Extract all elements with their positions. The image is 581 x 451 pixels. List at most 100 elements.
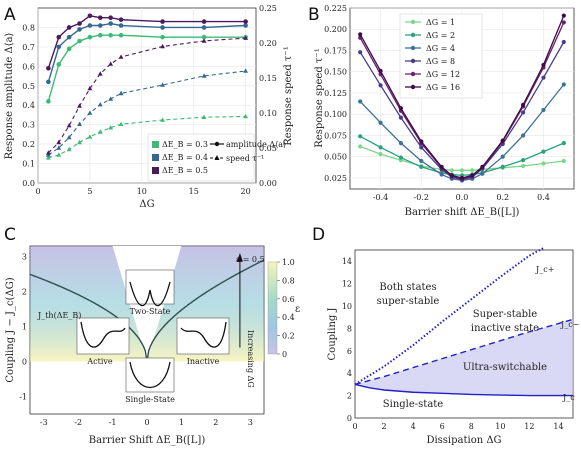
panel-c-colorbar xyxy=(267,261,278,355)
panel-d-xtick: 14 xyxy=(553,422,563,431)
panel-a-amplitude-point xyxy=(56,34,62,40)
panel-c-inset-label: Active xyxy=(86,357,113,366)
panel-a-speed-point xyxy=(56,145,62,150)
panel-d-region-label: super-stable xyxy=(377,296,440,307)
panel-a-speed-point xyxy=(56,152,62,157)
panel-b-ytick: 0.075 xyxy=(324,131,347,140)
panel-a-speed-point xyxy=(108,125,114,130)
panel-b-xlabel: Barrier shift ΔE_B([L]) xyxy=(405,207,520,218)
panel-b-series-point xyxy=(470,173,475,178)
panel-b-series-point xyxy=(541,161,546,166)
panel-b-series-point xyxy=(561,158,566,164)
panel-b-ytick: 0.100 xyxy=(324,110,347,119)
panel-c-xtick: 1 xyxy=(179,418,184,427)
panel-a-amplitude-point xyxy=(97,15,103,21)
panel-a-amplitude-point xyxy=(118,23,124,28)
panel-b-legend-marker xyxy=(410,45,416,51)
panel-c-potential-curve xyxy=(129,361,171,389)
panel-d-region-label: inactive state xyxy=(471,323,539,334)
panel-a-speed-point xyxy=(87,85,93,91)
panel-b-ytick: 0.150 xyxy=(324,68,347,77)
panel-b-series-point xyxy=(398,155,404,160)
panel-c-xtick: 0 xyxy=(144,418,149,427)
panel-d-xtick: 0 xyxy=(352,422,357,431)
panel-a-amplitude-point xyxy=(160,19,165,24)
panel-a-ytick: 0.8 xyxy=(22,23,35,32)
panel-label-d: D xyxy=(312,225,325,245)
panel-b-series-point xyxy=(561,13,566,18)
panel-b-series-point xyxy=(459,168,465,173)
panel-c-ytick: 3 xyxy=(22,253,27,262)
panel-d-curve-label: J_c xyxy=(562,393,575,402)
panel-a-amplitude-point xyxy=(87,34,93,40)
panel-b-series-point xyxy=(378,68,383,73)
panel-b-series-point xyxy=(439,172,444,177)
panel-c-ytick: 0 xyxy=(22,358,27,367)
panel-a-legend-amplitude: amplitude Δ⟨a⟩ xyxy=(226,140,286,149)
panel-a-xtick: 20 xyxy=(241,187,251,196)
panel-a-ytick: 0.5 xyxy=(22,82,35,91)
panel-b-legend-label: ΔG = 1 xyxy=(426,18,455,27)
panel-a-speed-point xyxy=(97,102,103,107)
panel-c-inset-label: Single-State xyxy=(125,395,175,404)
panel-a-amplitude-point xyxy=(66,34,72,40)
panel-a-amplitude-point xyxy=(201,25,207,30)
panel-c-arrow-label: Increasing ΔG xyxy=(246,330,255,388)
panel-b-legend-box xyxy=(399,13,483,99)
panel-b-chart: -0.4 -0.2 0.0 0.2 0.4 0.025 0.050 0.075 0.100 0.1… xyxy=(314,4,575,218)
panel-b-series-point xyxy=(419,145,424,150)
panel-c-potential-curve xyxy=(80,321,126,348)
panel-a-amplitude-point xyxy=(97,23,103,28)
panel-a-speed-point xyxy=(97,129,103,134)
panel-c-colorbar-tick: 0.2 xyxy=(282,332,295,341)
panel-b-series-point xyxy=(470,168,475,173)
panel-b-ytick: 0.225 xyxy=(324,4,347,13)
panel-b-series-point xyxy=(398,106,404,111)
panel-a-amplitude-point xyxy=(108,15,113,21)
panel-d-region-label: Ultra-switchable xyxy=(463,362,547,373)
panel-a-amplitude-point xyxy=(118,17,124,22)
panel-b-series-point xyxy=(358,99,363,104)
panel-b-ylabel: Response speed τ⁻¹ xyxy=(314,48,325,147)
panel-c-xtick: 2 xyxy=(213,418,218,427)
panel-b-legend-marker xyxy=(410,19,416,25)
panel-a-amplitude-line xyxy=(47,22,246,83)
panel-a-xtick: 0 xyxy=(35,187,40,196)
panel-a-speed-point xyxy=(201,114,207,119)
panel-b-legend-label: ΔG = 12 xyxy=(426,70,460,79)
panel-a-amplitude-point xyxy=(56,44,62,50)
panel-b-series-point xyxy=(500,164,505,170)
panel-d-curve-label: J_c− xyxy=(560,320,579,329)
panel-d-xtick: 2 xyxy=(382,422,387,431)
panel-c-colorbar-label: ε xyxy=(295,304,300,315)
panel-a-speed-point xyxy=(66,134,72,140)
panel-a-amplitude-line xyxy=(47,34,246,102)
panel-d-ultra-switchable-region xyxy=(355,319,573,396)
panel-b-series-point xyxy=(480,171,485,176)
panel-a-speed-point xyxy=(87,134,93,139)
panel-a-ytick: 0.6 xyxy=(22,62,35,71)
panel-a-legend-swatch xyxy=(152,167,159,174)
panel-d-xtick: 8 xyxy=(469,422,474,431)
panel-b-series-point xyxy=(439,164,444,170)
panel-a-amplitude-point xyxy=(46,65,51,71)
panel-d-xtick: 10 xyxy=(495,422,505,431)
panel-a-legend-swatch xyxy=(152,141,159,148)
panel-d-region-label: Both states xyxy=(379,282,436,293)
panel-a-speed-point xyxy=(243,68,249,73)
panel-d-xlabel: Dissipation ΔG xyxy=(426,435,501,446)
panel-b-xtick: 0.0 xyxy=(456,193,469,202)
panel-a-speed-point xyxy=(77,139,82,145)
panel-a-speed-point xyxy=(97,71,103,76)
panel-a-amplitude-point xyxy=(243,23,248,28)
panel-d-ytick: 8 xyxy=(347,324,352,333)
panel-d-ylabel: Coupling J xyxy=(327,308,338,361)
panel-label-c: C xyxy=(4,225,16,245)
panel-a-amplitude-point xyxy=(87,13,93,19)
panel-c-xlabel: Barrier Shift ΔE_B([L]) xyxy=(89,435,206,446)
panel-b-series-point xyxy=(561,39,566,45)
panel-d-xtick: 4 xyxy=(411,422,416,431)
panel-a-amplitude-point xyxy=(97,32,103,38)
panel-b-legend-marker xyxy=(410,71,416,77)
panel-a-legend-triangle xyxy=(214,155,220,160)
